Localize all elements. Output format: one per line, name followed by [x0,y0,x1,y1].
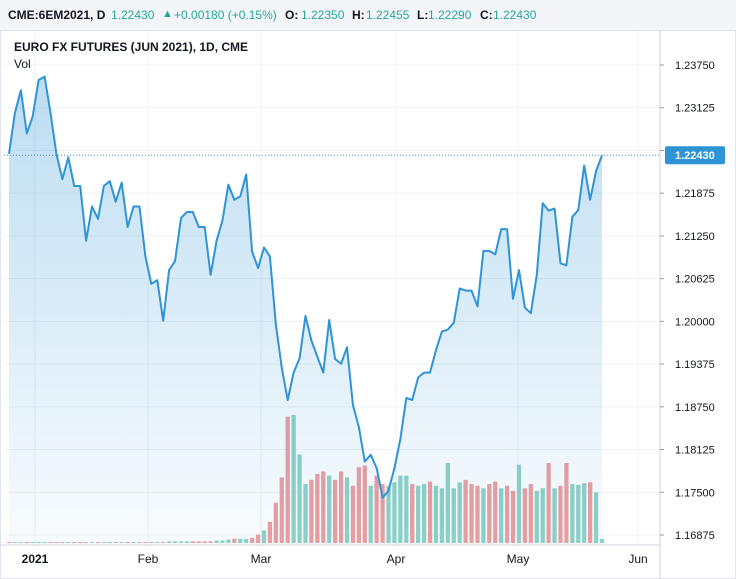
y-tick-label: 1.19375 [675,359,715,371]
x-tick-label: 2021 [22,552,49,566]
symbol-label: CME:6EM2021, D [8,8,106,22]
y-tick-label: 1.20625 [675,274,715,286]
current-price-badge [665,146,725,165]
high-value: 1.22455 [366,8,410,22]
low-label: L: [417,8,429,22]
price-change: +0.00180 (+0.15%) [174,8,277,22]
x-tick-label: Mar [251,552,272,566]
y-tick-label: 1.21875 [675,188,715,200]
open-value: 1.22350 [301,8,345,22]
close-value: 1.22430 [493,8,537,22]
open-label: O: [285,8,299,22]
low-value: 1.22290 [428,8,472,22]
y-tick-label: 1.16875 [675,530,715,542]
y-tick-label: 1.18125 [675,445,715,457]
y-tick-label: 1.20000 [675,316,715,328]
volume-legend: Vol [14,57,31,71]
current-price-label: 1.22430 [4,146,725,165]
y-tick-label: 1.21250 [675,231,715,243]
y-tick-label: 1.23125 [675,103,715,115]
x-tick-label: Apr [387,552,406,566]
current-price-text: 1.22430 [675,150,715,162]
x-tick-label: Feb [138,552,159,566]
y-tick-label: 1.23750 [675,60,715,72]
high-label: H: [352,8,365,22]
y-tick-label: 1.17500 [675,487,715,499]
ohlc-bar: CME:6EM2021, D 1.22430 ▲ +0.00180 (+0.15… [0,0,736,31]
chart-title: EURO FX FUTURES (JUN 2021), 1D, CME [14,40,249,54]
y-tick-label: 1.18750 [675,402,715,414]
axes: 1.237501.231251.225001.218751.212501.206… [0,31,715,579]
last-price: 1.22430 [111,8,155,22]
up-arrow-icon: ▲ [162,8,173,20]
price-area [8,75,603,545]
close-label: C: [480,8,493,22]
price-area-fill [9,76,602,545]
price-line [8,75,603,499]
x-tick-label: Jun [628,552,647,566]
x-tick-label: May [507,552,530,566]
